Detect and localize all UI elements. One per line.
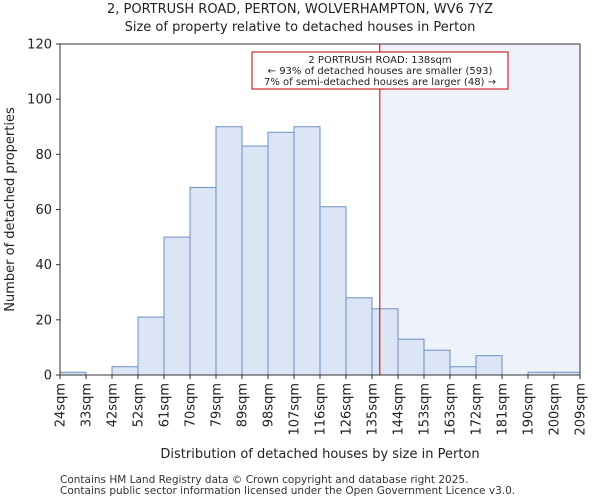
histogram-bar [449, 366, 477, 376]
y-axis-label: Number of detached properties [3, 107, 18, 312]
y-tick-label: 40 [35, 258, 52, 273]
histogram-bar [475, 355, 503, 376]
y-tick-label: 20 [35, 313, 52, 328]
y-tick-label: 0 [44, 369, 52, 384]
x-tick-label: 209sqm [574, 383, 589, 436]
y-tick-label: 120 [27, 38, 52, 53]
histogram-bar [371, 308, 399, 376]
x-tick-label: 42sqm [106, 383, 121, 427]
histogram-bar [319, 206, 347, 376]
x-tick-label: 98sqm [262, 383, 277, 427]
x-tick-label: 116sqm [314, 383, 329, 436]
y-tick-label: 80 [35, 148, 52, 163]
histogram-bar [345, 297, 373, 376]
annotation-text: ← 93% of detached houses are smaller (59… [268, 66, 493, 77]
annotation-text: 2 PORTRUSH ROAD: 138sqm [308, 55, 451, 66]
y-tick-label: 100 [27, 93, 52, 108]
footer-licence: Contains public sector information licen… [60, 485, 516, 497]
histogram-bar [293, 126, 321, 376]
histogram-bar [189, 186, 217, 376]
x-axis-label: Distribution of detached houses by size … [160, 447, 479, 462]
chart-subtitle: Size of property relative to detached ho… [124, 20, 476, 35]
footer-copyright: Contains HM Land Registry data © Crown c… [60, 474, 469, 486]
histogram-bar [111, 366, 139, 376]
x-tick-label: 52sqm [132, 383, 147, 427]
x-tick-label: 33sqm [80, 383, 95, 427]
histogram-bar [423, 349, 451, 376]
histogram-bar [137, 316, 165, 376]
x-tick-label: 163sqm [444, 383, 459, 436]
histogram-bar [267, 131, 295, 376]
larger-region-shade [379, 44, 580, 375]
x-tick-label: 200sqm [548, 383, 563, 436]
annotation-text: 7% of semi-detached houses are larger (4… [264, 77, 496, 88]
x-tick-label: 79sqm [210, 383, 225, 427]
x-tick-label: 190sqm [522, 383, 537, 436]
x-tick-label: 107sqm [288, 383, 303, 436]
x-tick-label: 70sqm [184, 383, 199, 427]
x-tick-label: 135sqm [366, 383, 381, 436]
chart-title: 2, PORTRUSH ROAD, PERTON, WOLVERHAMPTON,… [106, 2, 494, 17]
x-tick-label: 144sqm [392, 383, 407, 436]
x-tick-label: 181sqm [496, 383, 511, 436]
histogram-bar [241, 145, 269, 376]
x-tick-label: 126sqm [340, 383, 355, 436]
x-tick-label: 24sqm [54, 383, 69, 427]
x-tick-label: 61sqm [158, 383, 173, 427]
histogram-bar [215, 126, 243, 376]
x-tick-label: 153sqm [418, 383, 433, 436]
x-tick-label: 89sqm [236, 383, 251, 427]
x-tick-label: 172sqm [470, 383, 485, 436]
histogram-bar [163, 236, 191, 376]
y-tick-label: 60 [35, 203, 52, 218]
histogram-bar [397, 338, 425, 376]
annotation-box [251, 51, 509, 90]
